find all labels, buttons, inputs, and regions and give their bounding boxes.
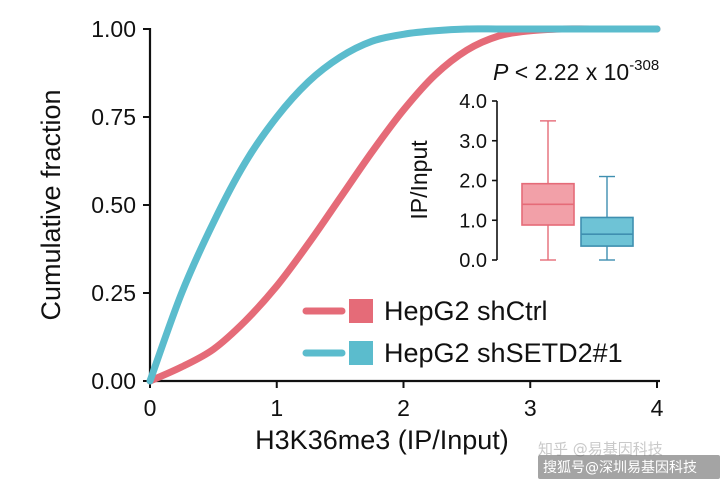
legend-label: HepG2 shSETD2#1 (384, 338, 623, 368)
x-tick-label: 3 (524, 395, 537, 421)
legend-square-swatch (349, 341, 373, 365)
y-tick-label: 0.50 (91, 192, 136, 218)
inset-y-tick-label: 1.0 (459, 210, 487, 232)
cdf-line-series-1 (146, 25, 661, 385)
legend-label: HepG2 shCtrl (384, 296, 548, 326)
y-tick-label: 0.00 (91, 368, 136, 394)
y-axis-label: Cumulative fraction (36, 89, 66, 320)
watermark-top: 知乎 @易基因科技 (538, 440, 663, 458)
x-tick-label: 4 (651, 395, 664, 421)
y-tick-label: 1.00 (91, 16, 136, 42)
legend: HepG2 shCtrl HepG2 shSETD2#1 (302, 296, 623, 368)
watermark-bottom-bg (538, 455, 720, 479)
p-value-text: < 2.22 x 10 (508, 59, 629, 85)
inset-y-tick-label: 0.0 (459, 250, 487, 272)
inset-y-tick-label: 3.0 (459, 131, 487, 153)
legend-item-0: HepG2 shCtrl (302, 296, 548, 326)
inset-y-ticks: 0.0 1.0 2.0 3.0 4.0 (459, 91, 497, 272)
cdf-curves (146, 25, 661, 385)
inset-y-axis-label: IP/Input (406, 140, 432, 220)
y-ticks: 0.00 0.25 0.50 0.75 1.00 (91, 16, 150, 394)
p-value-exponent: -308 (629, 57, 659, 74)
x-tick-label: 2 (397, 395, 410, 421)
box-series-0 (521, 120, 575, 261)
p-value-letter: P (493, 59, 509, 85)
watermark-bottom: 搜狐号@深圳易基因科技 (543, 459, 697, 476)
x-ticks: 0 1 2 3 4 (144, 381, 664, 421)
y-tick-label: 0.75 (91, 104, 136, 130)
inset-y-tick-label: 2.0 (459, 171, 487, 193)
inset-boxplot: 0.0 1.0 2.0 3.0 4.0 IP/Input (406, 91, 634, 272)
x-tick-label: 0 (144, 395, 157, 421)
x-axis-label: H3K36me3 (IP/Input) (255, 425, 509, 455)
legend-square-swatch (349, 299, 373, 323)
box-rect (580, 216, 634, 247)
inset-y-tick-label: 4.0 (459, 91, 487, 113)
p-value-annotation: P < 2.22 x 10-308 (493, 57, 659, 85)
x-tick-label: 1 (270, 395, 283, 421)
box-series-1 (580, 175, 634, 261)
inset-boxes (521, 120, 634, 261)
legend-item-1: HepG2 shSETD2#1 (302, 338, 623, 368)
y-tick-label: 0.25 (91, 280, 136, 306)
